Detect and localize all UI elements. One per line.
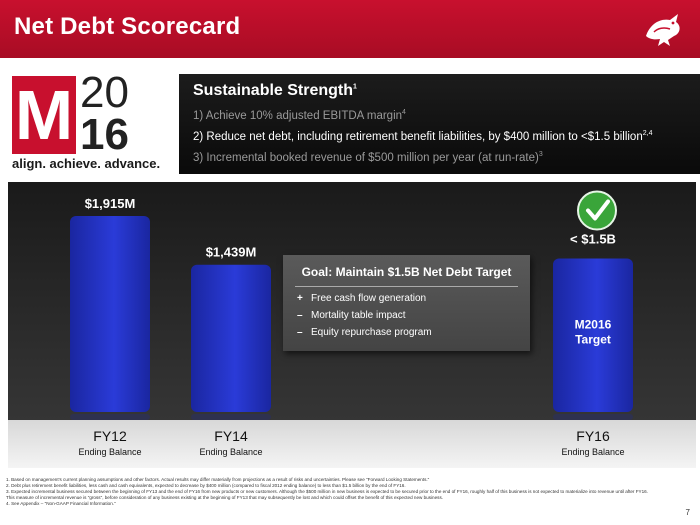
value-label-fy12: $1,915M xyxy=(85,196,136,211)
goal-item-1-text: Free cash flow generation xyxy=(311,293,427,304)
strength-panel: Sustainable Strength1 1) Achieve 10% adj… xyxy=(179,74,700,174)
bar-reflection-fy16 xyxy=(553,414,633,420)
goal-item-2-text: Mortality table impact xyxy=(311,310,406,321)
bar-reflection-fy14 xyxy=(191,414,271,420)
category-sublabel-fy14: Ending Balance xyxy=(199,447,262,457)
page-number: 7 xyxy=(685,508,690,517)
category-sublabel-fy12: Ending Balance xyxy=(78,447,141,457)
bar-fy14 xyxy=(191,264,271,412)
title-bar: Net Debt Scorecard xyxy=(0,0,700,58)
page-title: Net Debt Scorecard xyxy=(14,13,241,40)
bar-inner-label-line-1: M2016 xyxy=(575,317,612,331)
year-top: 20 xyxy=(80,68,129,117)
footnote-1: 1. Based on management's current plannin… xyxy=(6,477,430,482)
strength-item-1: 1) Achieve 10% adjusted EBITDA margin4 xyxy=(193,109,406,122)
year-bottom: 16 xyxy=(80,110,129,159)
m-year: 20 16 xyxy=(80,71,166,159)
strength-item-2-text: 2) Reduce net debt, including retirement… xyxy=(193,130,643,143)
category-label-fy12: FY12 xyxy=(93,428,127,444)
strength-item-3-text: 3) Incremental booked revenue of $500 mi… xyxy=(193,151,539,164)
strength-title-text: Sustainable Strength xyxy=(193,82,354,99)
goal-item-1-marker: + xyxy=(297,293,303,304)
goal-title: Goal: Maintain $1.5B Net Debt Target xyxy=(301,265,512,279)
strength-item-2: 2) Reduce net debt, including retirement… xyxy=(193,130,652,143)
goal-divider xyxy=(295,286,518,287)
logo-tagline: align. achieve. advance. xyxy=(12,156,161,171)
strength-title: Sustainable Strength1 xyxy=(193,82,357,100)
footnote-2: 2. Debt plus retirement benefit liabilit… xyxy=(6,483,406,488)
strength-item-1-text: 1) Achieve 10% adjusted EBITDA margin xyxy=(193,109,403,122)
strength-title-sup: 1 xyxy=(353,83,357,91)
check-mark-icon xyxy=(586,199,610,221)
goal-item-2-marker: – xyxy=(297,310,303,321)
strength-item-3: 3) Incremental booked revenue of $500 mi… xyxy=(193,151,543,164)
goal-item-3-text: Equity repurchase program xyxy=(311,327,432,338)
goal-item-1: + Free cash flow generation xyxy=(297,293,426,304)
category-label-fy16: FY16 xyxy=(576,428,610,444)
bar-reflection-fy12 xyxy=(70,414,150,420)
chart-floor xyxy=(8,420,696,468)
category-label-fy14: FY14 xyxy=(214,428,248,444)
goal-box: Goal: Maintain $1.5B Net Debt Target + Fr… xyxy=(283,255,530,351)
footnote-4: 4. See Appendix – "Non-GAAP Financial In… xyxy=(6,501,116,506)
strength-item-2-sup: 2,4 xyxy=(642,130,653,137)
m-letter: M xyxy=(12,76,76,154)
check-circle-icon xyxy=(577,190,617,231)
goal-item-3-marker: – xyxy=(297,327,303,338)
bar-fy16 xyxy=(553,258,633,412)
bar-inner-label-line-2: Target xyxy=(575,332,611,346)
company-logo-icon xyxy=(646,14,680,46)
value-label-fy14: $1,439M xyxy=(206,245,257,260)
category-sublabel-fy16: Ending Balance xyxy=(561,447,624,457)
strength-item-3-sup: 3 xyxy=(538,151,543,158)
footnote-3-cont: This measure of incremental revenue is "… xyxy=(6,495,444,500)
goal-item-2: – Mortality table impact xyxy=(297,310,405,321)
strength-item-1-sup: 4 xyxy=(402,109,406,116)
footnote-3: 3. Expected incremental business secured… xyxy=(6,489,648,494)
bar-fy12 xyxy=(70,216,150,412)
m2016-logo: M 20 16 align. achieve. advance. xyxy=(12,71,168,176)
value-label-fy16: < $1.5B xyxy=(570,231,616,246)
goal-item-3: – Equity repurchase program xyxy=(297,327,432,338)
footnotes: 1. Based on management's current plannin… xyxy=(6,477,686,507)
